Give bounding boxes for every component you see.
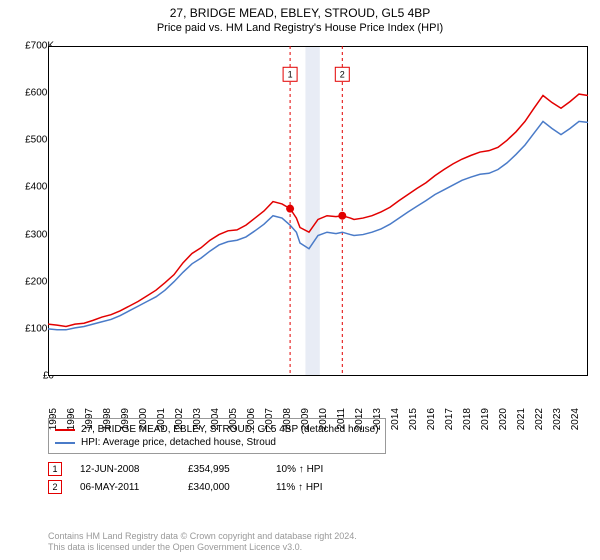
legend-swatch: [55, 442, 75, 444]
svg-text:1: 1: [288, 69, 293, 79]
sale-marker-icon: 1: [48, 462, 62, 476]
legend-row: 27, BRIDGE MEAD, EBLEY, STROUD, GL5 4BP …: [55, 423, 379, 436]
chart-container: 27, BRIDGE MEAD, EBLEY, STROUD, GL5 4BP …: [0, 0, 600, 560]
sales-table: 1 12-JUN-2008 £354,995 10% ↑ HPI 2 06-MAY-201…: [48, 460, 588, 496]
line-plot: 12: [48, 46, 588, 376]
sale-price: £340,000: [188, 482, 258, 493]
license-line-1: Contains HM Land Registry data © Crown c…: [48, 531, 357, 543]
sale-vs-hpi: 10% ↑ HPI: [276, 464, 356, 475]
legend-label: 27, BRIDGE MEAD, EBLEY, STROUD, GL5 4BP …: [81, 424, 379, 435]
sale-price: £354,995: [188, 464, 258, 475]
chart-title: 27, BRIDGE MEAD, EBLEY, STROUD, GL5 4BP: [0, 0, 600, 20]
legend-swatch: [55, 429, 75, 431]
sale-date: 06-MAY-2011: [80, 482, 170, 493]
x-axis-ticks: 1995199619971998199920002001200220032004…: [48, 378, 588, 412]
legend-row: HPI: Average price, detached house, Stro…: [55, 436, 379, 449]
legend-frame: 27, BRIDGE MEAD, EBLEY, STROUD, GL5 4BP …: [48, 418, 386, 454]
license-line-2: This data is licensed under the Open Gov…: [48, 542, 357, 554]
sale-date: 12-JUN-2008: [80, 464, 170, 475]
legend-and-sales: 27, BRIDGE MEAD, EBLEY, STROUD, GL5 4BP …: [48, 418, 588, 496]
chart-subtitle: Price paid vs. HM Land Registry's House …: [0, 20, 600, 34]
legend-label: HPI: Average price, detached house, Stro…: [81, 437, 276, 448]
sale-marker-icon: 2: [48, 480, 62, 494]
sale-row: 1 12-JUN-2008 £354,995 10% ↑ HPI: [48, 460, 588, 478]
svg-text:2: 2: [340, 69, 345, 79]
sale-row: 2 06-MAY-2011 £340,000 11% ↑ HPI: [48, 478, 588, 496]
plot-area: 12: [48, 46, 588, 376]
license-text: Contains HM Land Registry data © Crown c…: [48, 531, 357, 554]
sale-vs-hpi: 11% ↑ HPI: [276, 482, 356, 493]
